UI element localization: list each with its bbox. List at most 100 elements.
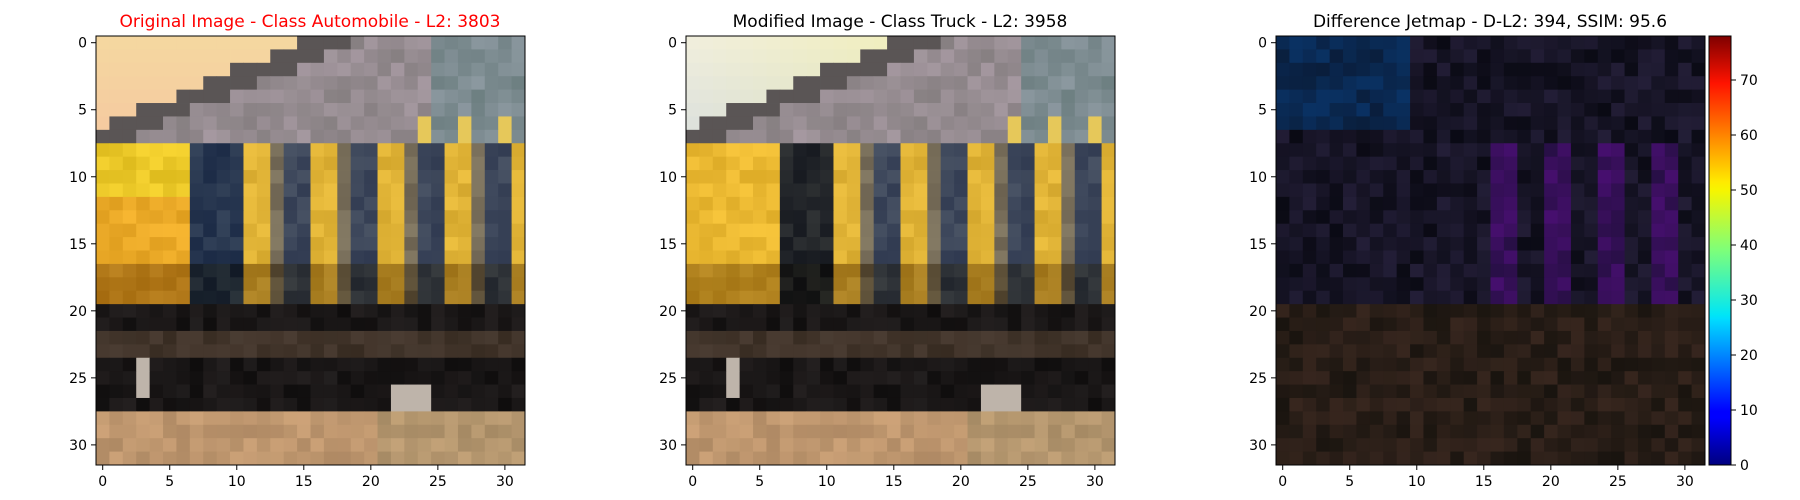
- image-pixel: [431, 290, 445, 305]
- image-pixel: [1584, 210, 1599, 225]
- image-pixel: [471, 170, 486, 184]
- image-pixel: [230, 397, 244, 412]
- image-pixel: [1276, 317, 1290, 332]
- image-pixel: [1276, 170, 1290, 184]
- image-pixel: [1410, 183, 1424, 198]
- image-pixel: [1007, 223, 1022, 238]
- image-pixel: [1289, 62, 1304, 77]
- image-pixel: [203, 438, 218, 452]
- image-pixel: [806, 223, 821, 238]
- image-pixel: [1074, 76, 1089, 91]
- image-pixel: [873, 210, 888, 225]
- image-pixel: [739, 129, 754, 144]
- image-pixel: [390, 397, 405, 412]
- image-pixel: [940, 397, 955, 412]
- image-pixel: [846, 183, 861, 198]
- image-pixel: [940, 156, 955, 171]
- image-pixel: [1007, 304, 1022, 318]
- image-pixel: [1101, 36, 1116, 50]
- image-pixel: [793, 357, 808, 372]
- image-pixel: [900, 143, 915, 158]
- image-pixel: [1007, 344, 1022, 359]
- image-pixel: [860, 62, 875, 77]
- image-pixel: [417, 411, 432, 426]
- image-pixel: [511, 156, 526, 171]
- image-pixel: [364, 290, 378, 305]
- image-pixel: [471, 424, 486, 439]
- image-pixel: [1691, 290, 1706, 305]
- image-pixel: [1074, 62, 1089, 77]
- image-pixel: [699, 36, 714, 50]
- image-pixel: [1450, 129, 1465, 144]
- image-pixel: [203, 210, 218, 225]
- image-pixel: [873, 196, 888, 211]
- image-pixel: [1517, 263, 1532, 278]
- image-pixel: [1544, 210, 1558, 225]
- image-pixel: [417, 62, 432, 77]
- image-pixel: [927, 36, 942, 50]
- image-pixel: [1450, 62, 1465, 77]
- image-pixel: [1584, 89, 1599, 104]
- image-pixel: [1463, 183, 1478, 198]
- image-pixel: [820, 451, 834, 466]
- image-pixel: [846, 277, 861, 292]
- image-pixel: [109, 451, 124, 466]
- y-tick-label: 15: [69, 237, 87, 253]
- image-pixel: [484, 397, 499, 412]
- image-pixel: [1637, 438, 1652, 452]
- image-pixel: [163, 183, 177, 198]
- image-pixel: [806, 62, 821, 77]
- image-pixel: [1611, 317, 1625, 332]
- image-pixel: [1637, 304, 1652, 318]
- image-pixel: [136, 411, 151, 426]
- image-pixel: [417, 237, 432, 251]
- image-pixel: [417, 397, 432, 412]
- image-pixel: [484, 129, 499, 144]
- original-image: [96, 36, 526, 466]
- image-pixel: [1691, 89, 1706, 104]
- image-pixel: [444, 156, 459, 171]
- image-pixel: [1101, 277, 1116, 292]
- image-pixel: [404, 263, 419, 278]
- image-pixel: [1463, 223, 1478, 238]
- image-pixel: [806, 411, 821, 426]
- image-pixel: [1651, 210, 1666, 225]
- image-pixel: [833, 250, 848, 265]
- image-pixel: [1678, 451, 1692, 466]
- image-pixel: [1597, 143, 1612, 158]
- image-pixel: [96, 263, 110, 278]
- image-pixel: [1074, 317, 1089, 332]
- image-pixel: [1047, 143, 1062, 158]
- image-pixel: [498, 183, 512, 198]
- image-pixel: [1061, 76, 1076, 91]
- image-pixel: [1302, 277, 1317, 292]
- y-tick-label: 30: [659, 438, 677, 454]
- image-pixel: [726, 223, 741, 238]
- image-pixel: [712, 62, 727, 77]
- image-pixel: [1289, 103, 1304, 117]
- image-pixel: [1088, 250, 1102, 265]
- image-pixel: [967, 277, 982, 292]
- difference-x-axis: 0 5 10 15 20 25 30: [1278, 465, 1694, 490]
- image-pixel: [1490, 156, 1505, 171]
- image-pixel: [1410, 156, 1424, 171]
- image-pixel: [511, 411, 526, 426]
- image-pixel: [1557, 89, 1572, 104]
- image-pixel: [686, 357, 700, 372]
- image-pixel: [1490, 344, 1505, 359]
- image-pixel: [1396, 143, 1411, 158]
- image-pixel: [1047, 384, 1062, 399]
- image-pixel: [1570, 344, 1585, 359]
- image-pixel: [431, 76, 445, 91]
- image-pixel: [230, 237, 244, 251]
- image-pixel: [364, 76, 378, 91]
- image-pixel: [1678, 317, 1692, 332]
- image-pixel: [1074, 411, 1089, 426]
- image-pixel: [1383, 143, 1398, 158]
- image-pixel: [176, 89, 191, 104]
- image-pixel: [1396, 210, 1411, 225]
- image-pixel: [256, 129, 271, 144]
- image-pixel: [1343, 357, 1357, 372]
- image-pixel: [1624, 250, 1639, 265]
